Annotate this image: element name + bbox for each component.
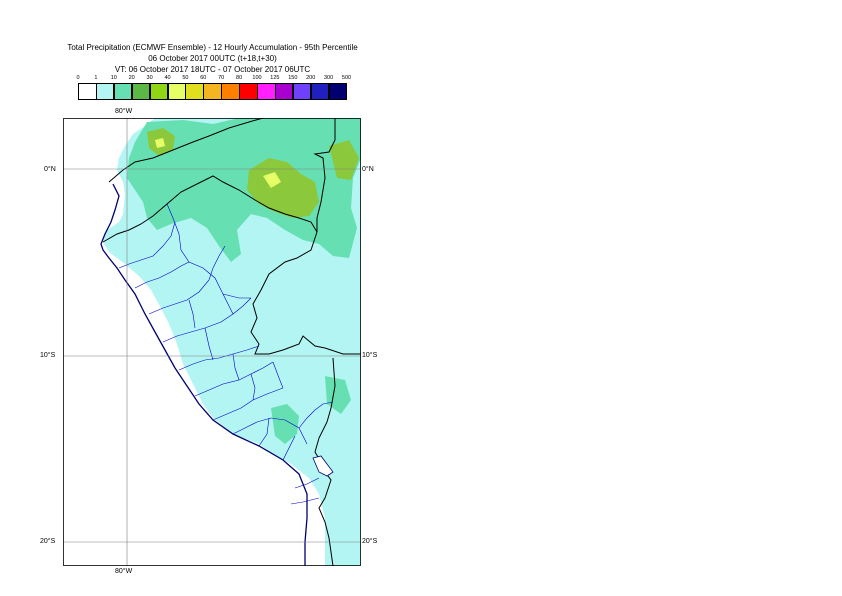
lake-titicaca: [312, 455, 334, 477]
legend-color-box: [113, 83, 133, 100]
legend-threshold-label: 60: [200, 75, 207, 81]
admin-boundaries: [118, 203, 334, 505]
legend-threshold-label: 40: [164, 75, 171, 81]
legend-threshold-label: 1: [94, 75, 98, 81]
lat-label-right-0: 0°N: [362, 166, 374, 173]
base-time-label: 06 October 2017 00UTC (t+18,t+30): [148, 54, 277, 63]
lat-label-right-10s: 10°S: [362, 352, 378, 359]
legend-color-box: [310, 83, 330, 100]
legend-threshold-label: 300: [324, 75, 334, 81]
legend-threshold-label: 125: [270, 75, 280, 81]
legend-color-box: [203, 83, 222, 100]
legend-color-box: [221, 83, 240, 100]
land-precip-medium-north: [127, 118, 361, 262]
lat-label-right-20s: 20°S: [362, 538, 378, 545]
graticule: [63, 118, 361, 566]
land-precip-medium-central: [271, 404, 299, 444]
land-precip-peak: [263, 172, 281, 188]
map-frame: [63, 118, 361, 566]
legend-color-box: [149, 83, 169, 100]
dry-zone: [109, 252, 325, 566]
legend-threshold-label: 70: [218, 75, 225, 81]
legend-color-box: [78, 83, 97, 100]
legend-threshold-label: 30: [146, 75, 153, 81]
lat-label-left-20s: 20°S: [40, 538, 56, 545]
legend-threshold-label: 0: [76, 75, 80, 81]
legend-color-box: [131, 83, 151, 100]
legend-threshold-label: 10: [110, 75, 117, 81]
legend-color-box: [185, 83, 204, 100]
legend-color-box: [328, 83, 348, 100]
lon-label-top: 80°W: [115, 108, 133, 115]
land-precip-heavy-ne: [329, 140, 359, 180]
legend-threshold-label: 500: [341, 75, 352, 81]
legend-threshold-label: 150: [288, 75, 298, 81]
legend-color-box: [257, 83, 276, 100]
legend-color-box: [274, 83, 294, 100]
legend-color-box: [167, 83, 186, 100]
border-peru-colombia-brazil: [313, 118, 336, 232]
legend-threshold-label: 20: [128, 75, 135, 81]
lon-label-bottom: 80°W: [115, 568, 133, 575]
precipitation-map: [63, 118, 361, 566]
lat-label-left-0: 0°N: [44, 166, 56, 173]
legend-color-box: [239, 83, 258, 100]
land-precip-heavy: [247, 158, 319, 218]
border-peru-brazil: [250, 231, 361, 355]
lat-label-left-10s: 10°S: [40, 352, 56, 359]
chart-title: Total Precipitation (ECMWF Ensemble) - 1…: [67, 43, 358, 52]
legend-color-box: [95, 83, 115, 100]
border-ecuador-colombia: [108, 118, 264, 183]
land-precip-peak-nw: [155, 138, 165, 148]
legend-threshold-label: 200: [306, 75, 316, 81]
legend-threshold-label: 50: [182, 75, 189, 81]
border-ecuador-peru: [102, 175, 318, 243]
legend-color-box: [292, 83, 312, 100]
legend-threshold-label: 80: [236, 75, 243, 81]
legend-threshold-label: 100: [252, 75, 262, 81]
coastline: [100, 183, 308, 566]
valid-time-label: VT: 06 October 2017 18UTC - 07 October 2…: [114, 65, 311, 74]
